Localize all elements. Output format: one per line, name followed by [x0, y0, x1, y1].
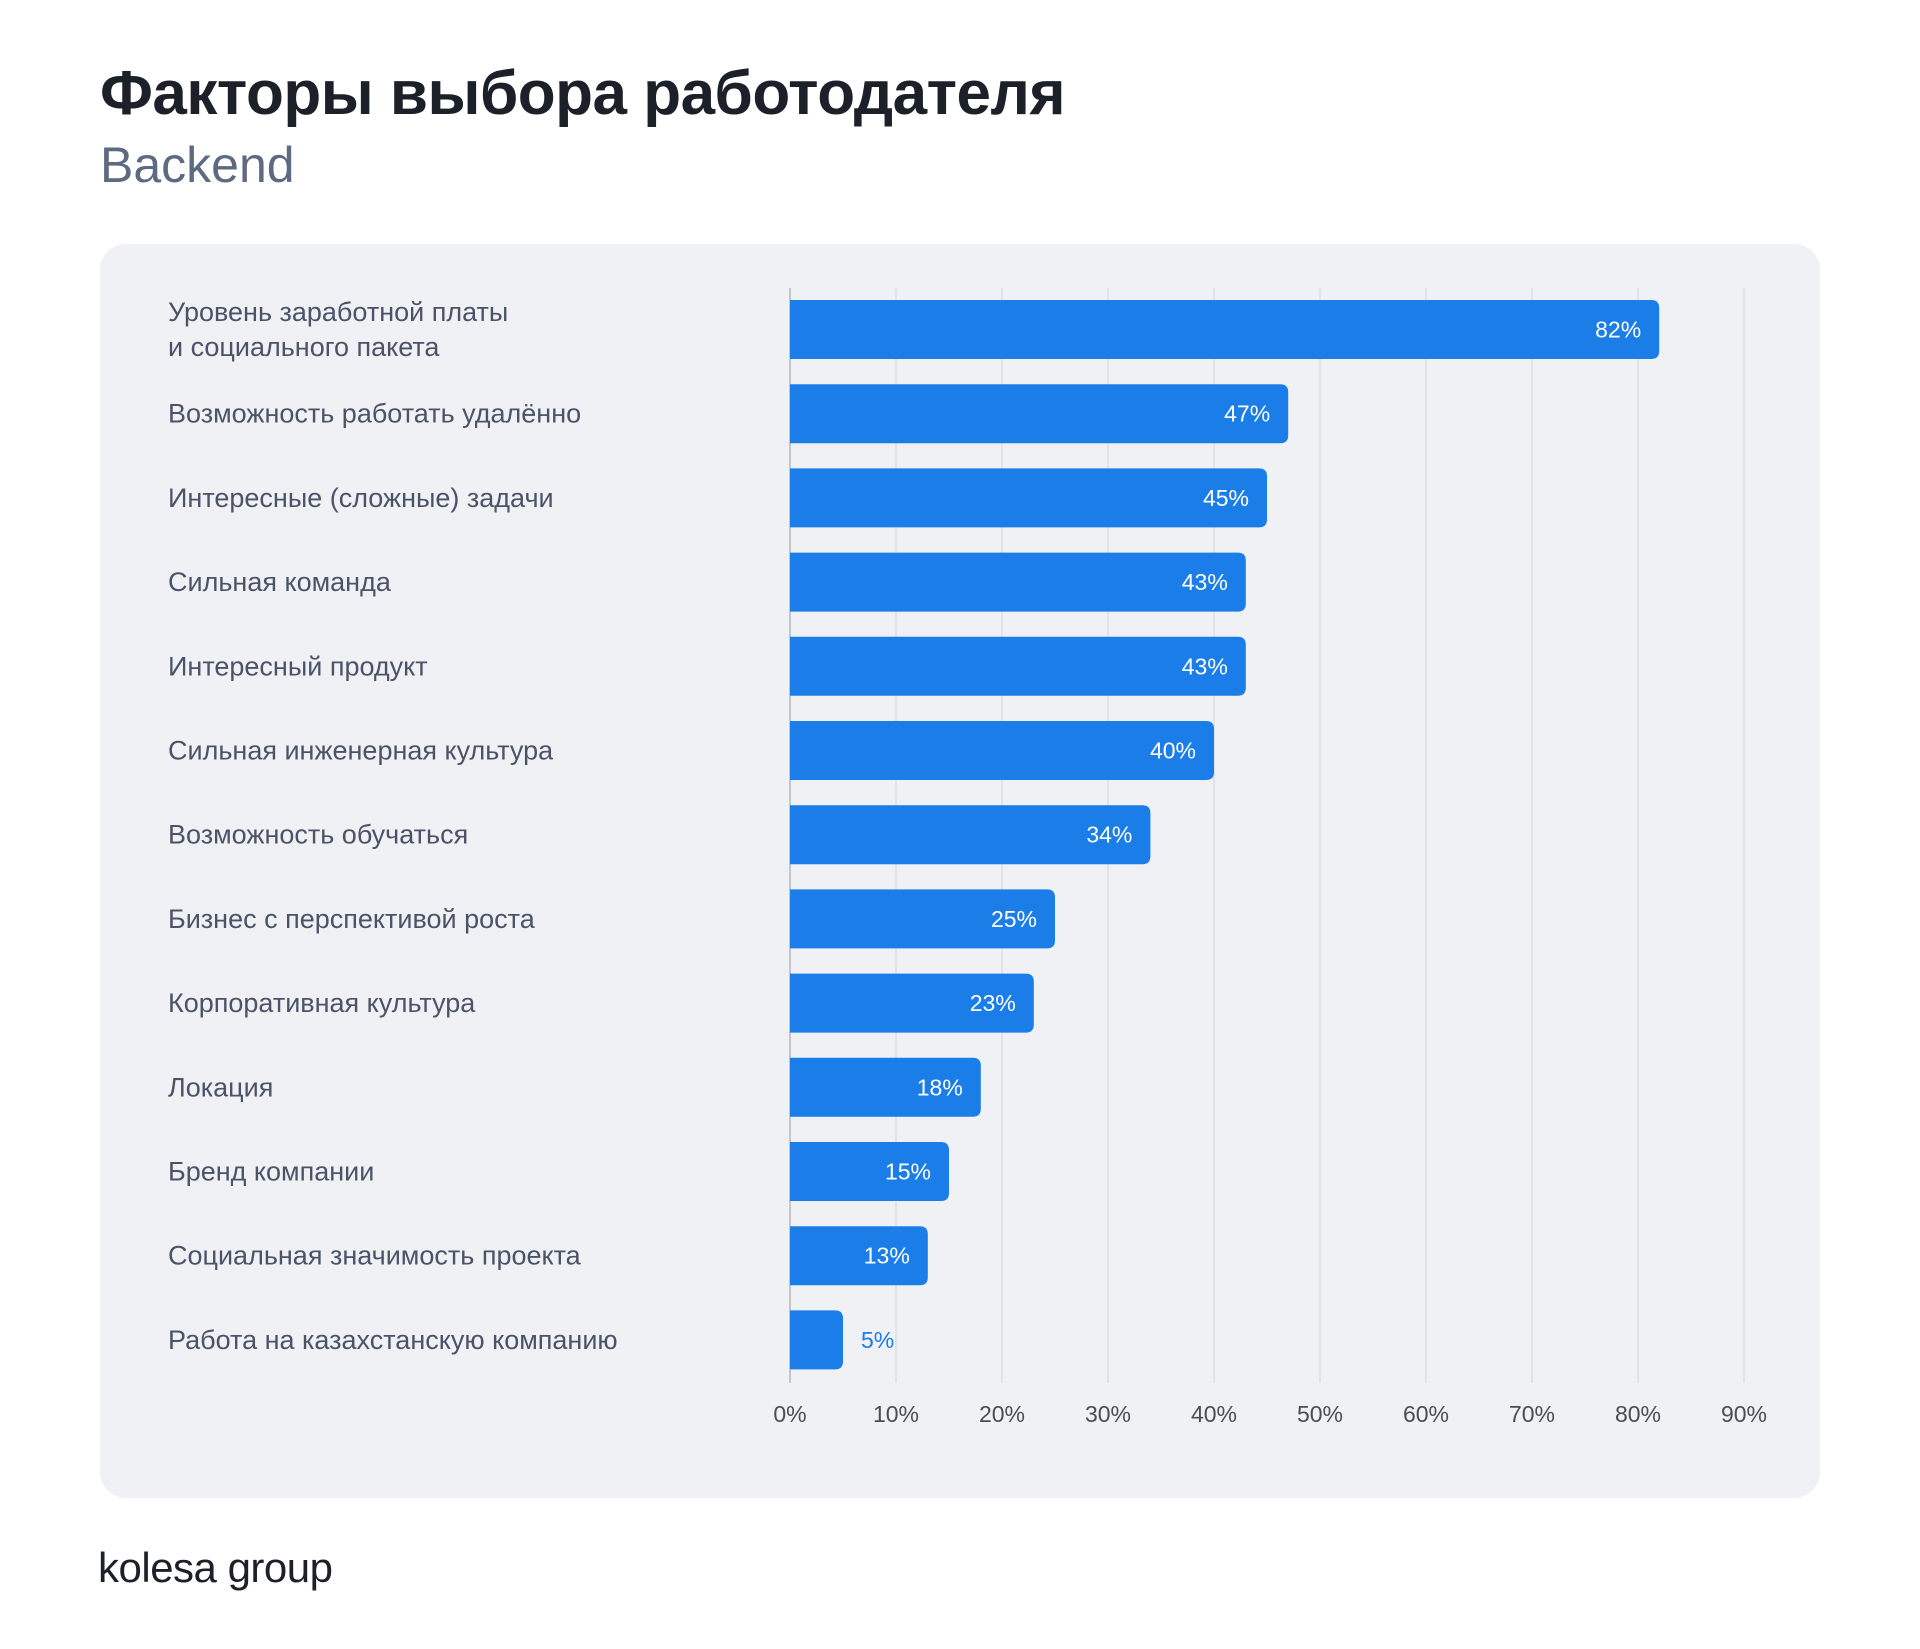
- bar: [790, 973, 1034, 1033]
- category-label: Локация: [168, 1072, 273, 1102]
- data-label: 23%: [970, 990, 1016, 1016]
- bar: [790, 1226, 928, 1286]
- data-label: 34%: [1086, 822, 1132, 848]
- bar: [790, 384, 1289, 444]
- category-label: Работа на казахстанскую компанию: [168, 1325, 618, 1355]
- data-label: 15%: [885, 1159, 931, 1185]
- category-label: Социальная значимость проекта: [168, 1241, 582, 1271]
- bar: [790, 889, 1055, 949]
- data-label: 82%: [1595, 317, 1641, 343]
- x-tick-label: 30%: [1085, 1401, 1131, 1427]
- data-label: 13%: [864, 1243, 910, 1269]
- data-label: 40%: [1150, 738, 1196, 764]
- data-label: 45%: [1203, 485, 1249, 511]
- category-label: и социального пакета: [168, 332, 440, 362]
- data-label: 18%: [917, 1074, 963, 1100]
- data-label: 47%: [1224, 401, 1270, 427]
- category-label: Возможность обучаться: [168, 820, 468, 850]
- chart-panel: [100, 244, 1820, 1498]
- bar: [790, 552, 1246, 612]
- x-tick-label: 70%: [1509, 1401, 1555, 1427]
- data-label: 43%: [1182, 653, 1228, 679]
- x-tick-label: 90%: [1721, 1401, 1767, 1427]
- bar: [790, 468, 1267, 528]
- data-label: 43%: [1182, 569, 1228, 595]
- category-label: Бренд компании: [168, 1157, 374, 1187]
- x-tick-label: 50%: [1297, 1401, 1343, 1427]
- category-label: Интересные (сложные) задачи: [168, 483, 554, 513]
- x-tick-label: 20%: [979, 1401, 1025, 1427]
- x-tick-label: 0%: [773, 1401, 806, 1427]
- bar: [790, 805, 1151, 865]
- category-label: Интересный продукт: [168, 651, 428, 681]
- data-label: 25%: [991, 906, 1037, 932]
- bar: [790, 300, 1660, 359]
- category-label: Возможность работать удалённо: [168, 399, 581, 429]
- category-label: Корпоративная культура: [168, 988, 476, 1018]
- category-label: Уровень заработной платы: [168, 297, 508, 327]
- category-label: Сильная инженерная культура: [168, 736, 554, 766]
- x-tick-label: 80%: [1615, 1401, 1661, 1427]
- page-subtitle: Backend: [100, 137, 295, 193]
- x-tick-label: 40%: [1191, 1401, 1237, 1427]
- x-tick-label: 60%: [1403, 1401, 1449, 1427]
- bar: [790, 1142, 949, 1201]
- x-tick-label: 10%: [873, 1401, 919, 1427]
- data-label: 5%: [861, 1327, 894, 1353]
- bar: [790, 1310, 843, 1370]
- bar: [790, 1057, 981, 1117]
- category-label: Сильная команда: [168, 567, 392, 597]
- bar: [790, 636, 1246, 696]
- category-label: Бизнес с перспективой роста: [168, 904, 536, 934]
- page-title: Факторы выбора работодателя: [100, 59, 1066, 128]
- kolesa-group-logo: kolesa group: [98, 1544, 333, 1591]
- bar: [790, 721, 1214, 780]
